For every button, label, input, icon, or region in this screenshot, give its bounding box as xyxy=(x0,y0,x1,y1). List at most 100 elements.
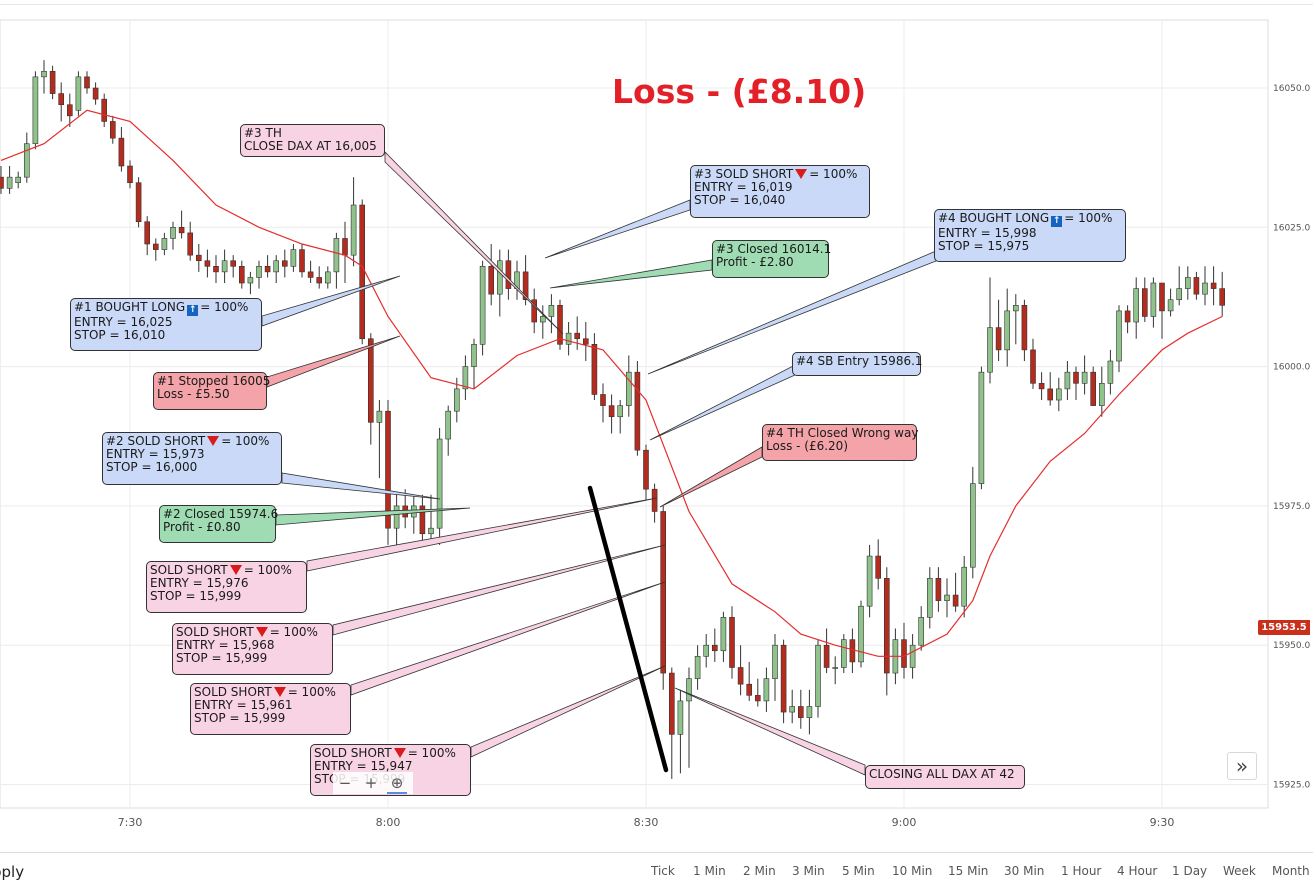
annotation-connector xyxy=(470,665,666,758)
candle-body xyxy=(453,388,460,412)
timeframe-week[interactable]: Week xyxy=(1223,864,1256,878)
up-arrow-icon: ↑ xyxy=(1051,216,1063,227)
candle-body xyxy=(462,366,469,390)
timeframe-bar: pply Tick 1 Min 2 Min 3 Min 5 Min 10 Min… xyxy=(0,852,1313,881)
candle-body xyxy=(187,232,193,256)
annotation-closing-all-dax: CLOSING ALL DAX AT 42 xyxy=(865,765,1025,789)
annotation-line: ENTRY = 15,998 xyxy=(938,226,1037,240)
candle-body xyxy=(23,143,30,178)
candle-body xyxy=(711,644,718,652)
candle-body xyxy=(505,260,512,289)
candle-body xyxy=(161,238,168,250)
candle-body xyxy=(15,176,21,184)
candle-body xyxy=(290,249,297,267)
candle-body xyxy=(608,405,615,418)
zoom-in-button[interactable]: + xyxy=(364,774,378,792)
scroll-to-latest-button[interactable]: » xyxy=(1227,752,1257,780)
annotation-connector xyxy=(261,275,401,327)
timeframe-10-min[interactable]: 10 Min xyxy=(892,864,933,878)
candle-body xyxy=(264,266,271,273)
timeframe-2-min[interactable]: 2 Min xyxy=(743,864,776,878)
timeframe-5-min[interactable]: 5 Min xyxy=(842,864,875,878)
top-border xyxy=(0,4,1313,5)
candle-body xyxy=(307,271,314,278)
annotation-line: = 100% xyxy=(243,563,292,577)
timeframe-tick[interactable]: Tick xyxy=(651,864,675,878)
candle-body xyxy=(1185,277,1191,289)
down-triangle-icon xyxy=(207,436,220,446)
candle-body xyxy=(239,266,245,284)
candle-body xyxy=(170,227,176,239)
trend-line xyxy=(587,485,669,773)
annotation-line: Profit - £2.80 xyxy=(716,255,794,269)
candle-body xyxy=(49,70,56,94)
candle-body xyxy=(789,706,796,713)
y-tick-label: 16000.0 xyxy=(1273,363,1310,373)
annotation-line: ENTRY = 15,976 xyxy=(150,576,249,590)
candle-body xyxy=(720,617,727,652)
candle-body xyxy=(1012,305,1019,312)
candle-body xyxy=(858,605,864,663)
candle-body xyxy=(135,182,142,223)
candle-body xyxy=(247,277,254,284)
annotation-sold-short-15976: SOLD SHORT = 100% ENTRY = 15,976 STOP = 1… xyxy=(146,561,307,613)
candle-body xyxy=(1056,388,1062,401)
down-triangle-icon xyxy=(229,565,242,575)
annotation-connector xyxy=(332,544,666,636)
candle-body xyxy=(144,221,150,245)
candle-body xyxy=(213,266,219,273)
timeframe-month[interactable]: Month xyxy=(1272,864,1310,878)
annotation-line: Profit - £0.80 xyxy=(163,520,241,534)
candle-body xyxy=(686,678,692,702)
candle-body xyxy=(118,137,125,167)
annotation-line: = 100% xyxy=(221,434,270,448)
candle-body xyxy=(1167,299,1174,312)
chart-title: Loss - (£8.10) xyxy=(612,72,867,111)
candle-body xyxy=(815,644,821,707)
annotation-line: SOLD SHORT xyxy=(150,563,228,577)
candle-body xyxy=(445,410,452,440)
x-tick-label: 9:30 xyxy=(1150,816,1175,829)
timeframe-15-min[interactable]: 15 Min xyxy=(948,864,989,878)
candle-body xyxy=(1021,305,1028,351)
candle-body xyxy=(832,667,839,669)
timeframe-3-min[interactable]: 3 Min xyxy=(792,864,825,878)
candle-body xyxy=(1064,371,1071,390)
candle-body xyxy=(557,305,563,345)
candlestick-chart[interactable]: 16050.0 16025.0 16000.0 15975.0 15950.0 15925… xyxy=(0,0,1313,852)
annotation-connector xyxy=(306,497,658,572)
plot-area xyxy=(0,19,1269,809)
timeframe-1-hour[interactable]: 1 Hour xyxy=(1061,864,1102,878)
candle-body xyxy=(333,238,340,273)
candle-body xyxy=(746,683,753,696)
candle-body xyxy=(875,555,882,579)
annotation-line: STOP = 15,999 xyxy=(194,711,286,725)
zoom-reset-button[interactable]: ⊕ xyxy=(387,774,407,794)
x-tick-label: 9:00 xyxy=(892,816,917,829)
candle-body xyxy=(230,260,236,267)
candle-body xyxy=(479,266,486,345)
timeframe-1-day[interactable]: 1 Day xyxy=(1172,864,1208,878)
annotation-sold-short-15961: SOLD SHORT = 100% ENTRY = 15,961 STOP = 1… xyxy=(190,683,351,735)
zoom-out-button[interactable]: − xyxy=(338,774,352,792)
candle-body xyxy=(763,678,770,702)
y-tick-label: 15950.0 xyxy=(1273,641,1310,651)
candle-body xyxy=(1073,371,1079,384)
candle-body xyxy=(196,254,202,262)
candle-body xyxy=(256,266,262,278)
candle-body xyxy=(1219,288,1225,306)
timeframe-1-min[interactable]: 1 Min xyxy=(693,864,726,878)
x-tick-label: 8:00 xyxy=(376,816,401,829)
candle-body xyxy=(600,394,606,406)
candle-body xyxy=(531,299,538,323)
candle-body xyxy=(548,305,555,317)
annotation-4-sb-entry: #4 SB Entry 15986.1 xyxy=(792,352,923,376)
annotation-line: CLOSE DAX AT 16,005 xyxy=(244,139,377,153)
candle-body xyxy=(153,243,159,250)
candle-body xyxy=(393,505,400,529)
candle-body xyxy=(866,555,873,607)
candle-body xyxy=(67,104,73,117)
timeframe-30-min[interactable]: 30 Min xyxy=(1004,864,1045,878)
timeframe-4-hour[interactable]: 4 Hour xyxy=(1117,864,1158,878)
